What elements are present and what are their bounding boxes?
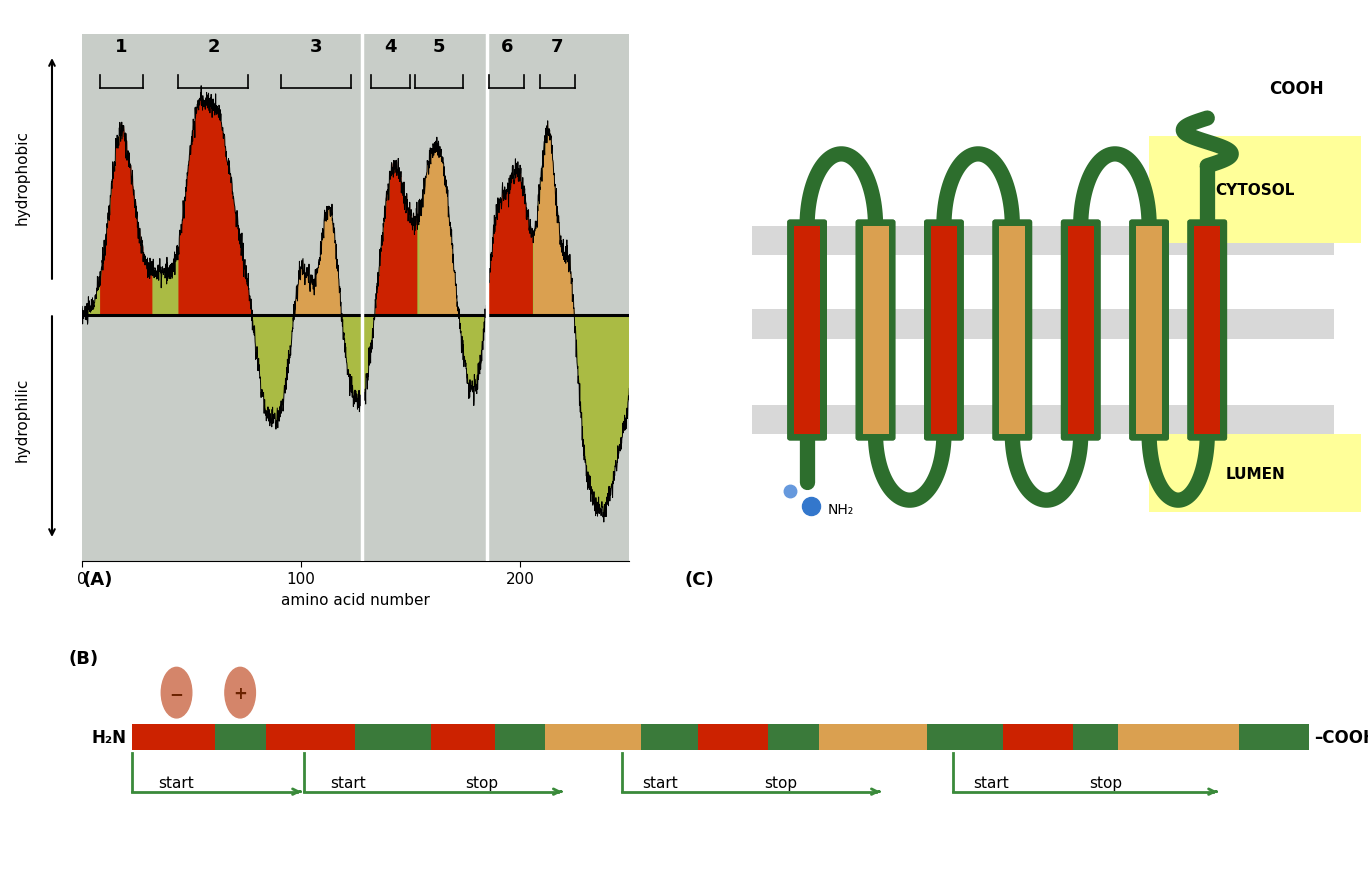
FancyBboxPatch shape (1067, 226, 1093, 435)
Text: stop: stop (765, 775, 798, 790)
FancyBboxPatch shape (698, 724, 767, 750)
X-axis label: amino acid number: amino acid number (282, 592, 430, 607)
FancyBboxPatch shape (993, 220, 1031, 441)
FancyBboxPatch shape (752, 310, 1334, 339)
FancyBboxPatch shape (862, 226, 889, 435)
Text: start: start (159, 775, 194, 790)
FancyBboxPatch shape (1067, 226, 1093, 435)
Text: 6: 6 (501, 38, 513, 55)
FancyBboxPatch shape (1062, 220, 1100, 441)
FancyBboxPatch shape (1130, 220, 1168, 441)
Text: COOH: COOH (1270, 80, 1323, 98)
FancyBboxPatch shape (1149, 137, 1361, 244)
FancyBboxPatch shape (1194, 226, 1220, 435)
FancyBboxPatch shape (999, 226, 1026, 435)
FancyBboxPatch shape (1135, 226, 1161, 435)
Text: start: start (973, 775, 1008, 790)
FancyBboxPatch shape (925, 220, 963, 441)
FancyBboxPatch shape (856, 220, 895, 441)
FancyBboxPatch shape (131, 724, 215, 750)
FancyBboxPatch shape (265, 724, 354, 750)
FancyBboxPatch shape (930, 226, 956, 435)
FancyBboxPatch shape (1187, 220, 1227, 441)
Text: H₂N: H₂N (92, 728, 127, 746)
Text: 1: 1 (115, 38, 127, 55)
Text: 7: 7 (551, 38, 564, 55)
FancyBboxPatch shape (1004, 724, 1074, 750)
FancyBboxPatch shape (1118, 724, 1239, 750)
Text: (C): (C) (684, 570, 714, 588)
FancyBboxPatch shape (1130, 220, 1168, 441)
Text: hydrophobic: hydrophobic (15, 130, 29, 225)
Text: 2: 2 (207, 38, 220, 55)
FancyBboxPatch shape (1187, 220, 1227, 441)
FancyBboxPatch shape (930, 226, 956, 435)
Text: 4: 4 (384, 38, 397, 55)
Text: start: start (331, 775, 367, 790)
Text: 5: 5 (432, 38, 445, 55)
FancyBboxPatch shape (999, 226, 1026, 435)
Text: hydrophilic: hydrophilic (15, 377, 29, 461)
FancyBboxPatch shape (793, 226, 819, 435)
Text: LUMEN: LUMEN (1226, 467, 1285, 481)
FancyBboxPatch shape (752, 226, 1334, 256)
FancyBboxPatch shape (993, 220, 1031, 441)
Text: CYTOSOL: CYTOSOL (1215, 183, 1295, 198)
FancyBboxPatch shape (752, 405, 1334, 435)
FancyBboxPatch shape (546, 724, 640, 750)
Text: stop: stop (1089, 775, 1122, 790)
FancyBboxPatch shape (925, 220, 963, 441)
FancyBboxPatch shape (788, 220, 826, 441)
FancyBboxPatch shape (131, 724, 1309, 750)
FancyBboxPatch shape (819, 724, 928, 750)
FancyBboxPatch shape (431, 724, 495, 750)
FancyBboxPatch shape (788, 220, 826, 441)
Text: 3: 3 (311, 38, 323, 55)
FancyBboxPatch shape (856, 220, 895, 441)
Text: –COOH: –COOH (1313, 728, 1368, 746)
Text: +: + (233, 684, 248, 702)
Text: start: start (642, 775, 679, 790)
FancyBboxPatch shape (1062, 220, 1100, 441)
Circle shape (161, 667, 192, 718)
Text: (B): (B) (68, 649, 98, 667)
Text: (A): (A) (82, 570, 112, 588)
FancyBboxPatch shape (1194, 226, 1220, 435)
FancyBboxPatch shape (1135, 226, 1161, 435)
Text: NH₂: NH₂ (828, 503, 854, 517)
Text: stop: stop (465, 775, 498, 790)
FancyBboxPatch shape (862, 226, 889, 435)
FancyBboxPatch shape (1149, 435, 1361, 512)
FancyBboxPatch shape (793, 226, 819, 435)
Circle shape (224, 667, 256, 718)
Text: −: − (170, 684, 183, 702)
